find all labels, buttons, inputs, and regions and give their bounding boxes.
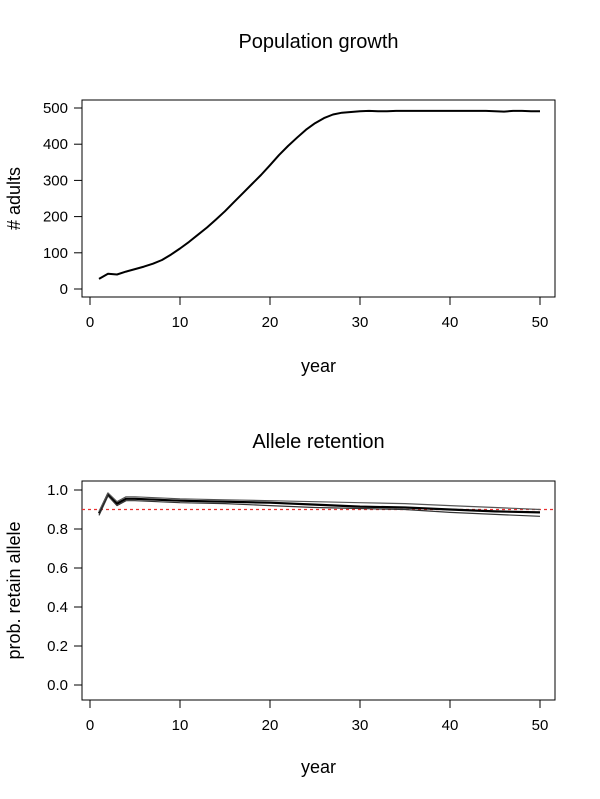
x-tick-label: 10 bbox=[172, 717, 189, 734]
x-tick-label: 20 bbox=[262, 314, 279, 331]
plot-box bbox=[81, 480, 556, 701]
y-tick-label: 300 bbox=[43, 172, 68, 189]
y-tick-label: 200 bbox=[43, 209, 68, 226]
x-tick-label: 50 bbox=[532, 314, 549, 331]
x-tick-label: 0 bbox=[86, 717, 94, 734]
y-tick-label: 0 bbox=[60, 281, 68, 298]
x-axis-label: year bbox=[301, 757, 336, 777]
x-tick-label: 10 bbox=[172, 314, 189, 331]
plot-box bbox=[81, 99, 556, 298]
series-line-1 bbox=[98, 492, 541, 514]
x-tick-label: 40 bbox=[442, 717, 459, 734]
y-axis-label: prob. retain allele bbox=[4, 521, 24, 659]
series-line-1 bbox=[98, 109, 540, 280]
x-tick-label: 30 bbox=[352, 717, 369, 734]
x-tick-label: 0 bbox=[86, 314, 94, 331]
x-tick-label: 50 bbox=[532, 717, 549, 734]
plot-panel-1: Population growth year # adults 0 10 20 30 40 50… bbox=[4, 31, 556, 376]
series-line-2 bbox=[98, 492, 541, 512]
y-tick-label: 1.0 bbox=[47, 482, 68, 499]
chart-title: Allele retention bbox=[252, 431, 384, 453]
y-tick-label: 0.8 bbox=[47, 521, 68, 538]
x-tick-label: 30 bbox=[352, 314, 369, 331]
y-tick-label: 500 bbox=[43, 100, 68, 117]
chart-title: Population growth bbox=[238, 31, 398, 53]
x-axis-label: year bbox=[301, 356, 336, 376]
y-tick-label: 400 bbox=[43, 136, 68, 153]
x-tick-label: 40 bbox=[442, 314, 459, 331]
y-tick-label: 0.6 bbox=[47, 560, 68, 577]
y-tick-label: 0.4 bbox=[47, 599, 68, 616]
series-line-3 bbox=[98, 495, 541, 517]
x-tick-label: 20 bbox=[262, 717, 279, 734]
plot-panel-2: Allele retention year prob. retain allele 0… bbox=[4, 431, 556, 777]
y-tick-label: 100 bbox=[43, 245, 68, 262]
y-tick-label: 0.2 bbox=[47, 638, 68, 655]
y-axis-label: # adults bbox=[4, 167, 24, 230]
y-tick-label: 0.0 bbox=[47, 677, 68, 694]
